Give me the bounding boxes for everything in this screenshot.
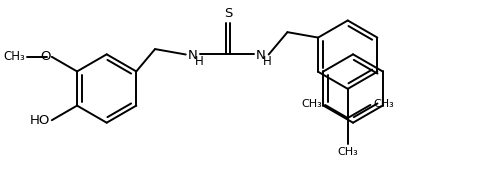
Text: CH₃: CH₃: [3, 50, 25, 63]
Text: H: H: [263, 55, 272, 68]
Text: O: O: [40, 50, 51, 63]
Text: S: S: [224, 7, 232, 20]
Text: CH₃: CH₃: [338, 147, 358, 157]
Text: N: N: [256, 49, 265, 62]
Text: CH₃: CH₃: [373, 99, 394, 109]
Text: H: H: [195, 55, 204, 68]
Text: CH₃: CH₃: [302, 99, 323, 109]
Text: N: N: [188, 49, 197, 62]
Text: HO: HO: [30, 114, 50, 127]
